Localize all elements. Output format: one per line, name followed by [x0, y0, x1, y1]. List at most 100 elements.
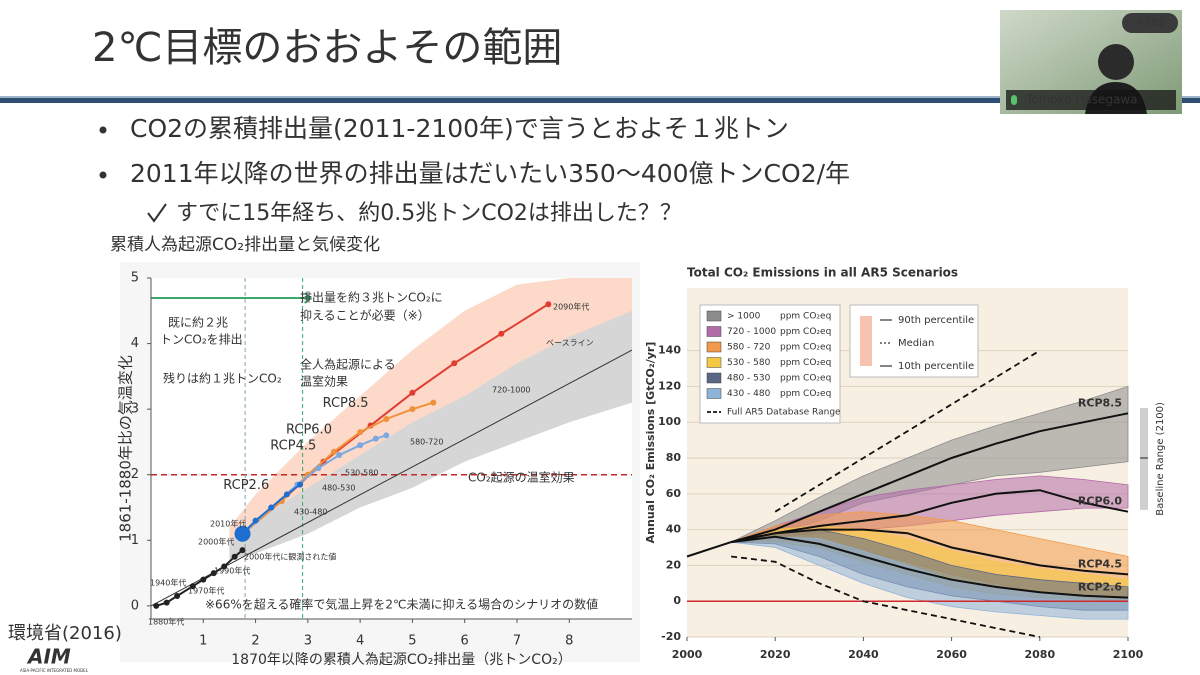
- point: [315, 465, 322, 472]
- legend-unit: ppm CO₂eq: [780, 327, 831, 337]
- annotation: ベースライン: [546, 339, 594, 348]
- mic-icon: [1011, 95, 1017, 105]
- annotation: 720-1000: [492, 386, 531, 395]
- participants-pill[interactable]: [1122, 13, 1178, 33]
- point: [409, 389, 416, 396]
- slide-title: 2℃目標のおおよその範囲: [92, 25, 562, 71]
- point: [268, 504, 275, 511]
- scenario-line: [730, 528, 1129, 576]
- series-label: RCP2.6: [1078, 581, 1122, 594]
- source: 環境省(2016): [8, 623, 122, 644]
- bracket-arrow: [151, 292, 313, 304]
- legend-swatch: [706, 357, 722, 368]
- annotation: 抑えることが必要（※）: [300, 308, 430, 323]
- point: [231, 553, 238, 560]
- point: [498, 330, 505, 337]
- x-tick-label: 2040: [848, 648, 879, 661]
- annotation: トンCO₂を排出: [160, 333, 243, 347]
- point: [252, 517, 259, 524]
- legend-swatch: [706, 310, 722, 322]
- x-tick-label: 2020: [760, 648, 791, 661]
- annotation: 530-580: [345, 469, 378, 478]
- x-tick-label: 6: [461, 634, 469, 649]
- series-label: RCP6.0: [1078, 495, 1122, 508]
- current-point: [234, 525, 251, 542]
- series-label: RCP4.5: [1078, 557, 1122, 570]
- point: [330, 448, 337, 455]
- annotation: CO₂起源の温室効果: [468, 470, 575, 485]
- name-bar: [1006, 90, 1176, 110]
- annotation: 1940年代: [150, 578, 186, 588]
- point: [383, 415, 390, 422]
- bullet-dot: [99, 171, 107, 179]
- legend-label: > 1000: [727, 312, 761, 322]
- legend-swatch: [706, 372, 722, 384]
- point: [163, 599, 170, 606]
- point: [153, 602, 160, 609]
- annotation: 2000年代に観測された値: [244, 552, 336, 562]
- x-tick-label: 4: [356, 634, 364, 649]
- x-tick-label: 5: [408, 634, 416, 649]
- point: [336, 452, 343, 459]
- legend-swatch: [706, 341, 722, 353]
- percentile-label: 90th percentile: [898, 315, 974, 326]
- annotation: 排出量を約３兆トンCO₂に: [300, 290, 443, 305]
- x-tick-label: 2000: [672, 648, 703, 661]
- point: [451, 360, 458, 367]
- y-tick-label: 0: [131, 598, 139, 613]
- point: [200, 576, 207, 583]
- point: [174, 593, 181, 600]
- y-tick-label: 1: [131, 533, 139, 548]
- point: [297, 481, 304, 488]
- x-tick-label: 8: [565, 634, 573, 649]
- point: [239, 547, 246, 554]
- y-tick-label: -20: [661, 630, 681, 643]
- legend-label: 480 - 530: [727, 374, 771, 384]
- rule-light: [0, 96, 1200, 98]
- x-tick-label: 2: [251, 634, 259, 649]
- bullet: CO2の累積排出量(2011-2100年)で言うとおよそ１兆トン: [130, 114, 789, 143]
- annotation: 580-720: [410, 438, 443, 447]
- annotation: ※66%を超える確率で気温上昇を2℃未満に抑える場合のシナリオの数値: [205, 597, 598, 612]
- trend-line: [150, 349, 633, 607]
- point: [430, 399, 437, 406]
- speaker-name: Tomoko Hasegawa: [1025, 93, 1138, 107]
- legend-label: 530 - 580: [727, 358, 771, 368]
- series-label: RCP6.0: [286, 422, 332, 437]
- rule: [0, 98, 1200, 103]
- bullet: 2011年以降の世界の排出量はだいたい350〜400億トンCO2/年: [130, 159, 850, 188]
- baseline-label: Baseline Range (2100): [1155, 402, 1166, 516]
- scenario-line: [730, 535, 1129, 599]
- point: [357, 429, 364, 436]
- logo-sub: ASIA-PACIFIC INTEGRATED MODEL: [20, 668, 89, 673]
- participants-count: +381: [1135, 16, 1165, 29]
- y-tick-label: 120: [658, 379, 681, 392]
- point: [409, 406, 416, 413]
- annotation: 1990年代: [214, 566, 250, 576]
- percentile-label: Median: [898, 338, 934, 349]
- legend-box: [699, 304, 841, 424]
- x-tick-label: 3: [304, 634, 312, 649]
- logo: AIM: [26, 645, 71, 669]
- point: [372, 435, 379, 442]
- range-line: [774, 349, 1041, 513]
- annotation: 全人為起源による: [300, 357, 396, 372]
- point: [210, 570, 217, 577]
- legend-unit: ppm CO₂eq: [780, 343, 831, 353]
- x-tick-label: 2080: [1024, 648, 1055, 661]
- legend-unit: ppm CO₂eq: [780, 374, 831, 384]
- y-tick-label: 0: [673, 594, 681, 607]
- annotation: 1970年代: [188, 586, 224, 596]
- series-label: RCP2.6: [223, 478, 269, 493]
- legend-unit: ppm CO₂eq: [780, 389, 831, 399]
- y-tick-label: 20: [666, 558, 682, 571]
- legend-swatch: [706, 388, 722, 399]
- scenario-line: [730, 412, 1129, 544]
- x-tick-label: 7: [513, 634, 521, 649]
- annotation: 430-480: [294, 508, 327, 517]
- left-caption: 累積人為起源CO₂排出量と気候変化: [110, 235, 380, 255]
- series-label: RCP8.5: [1078, 396, 1122, 409]
- check-mark: [147, 203, 167, 223]
- range-band: [229, 310, 632, 560]
